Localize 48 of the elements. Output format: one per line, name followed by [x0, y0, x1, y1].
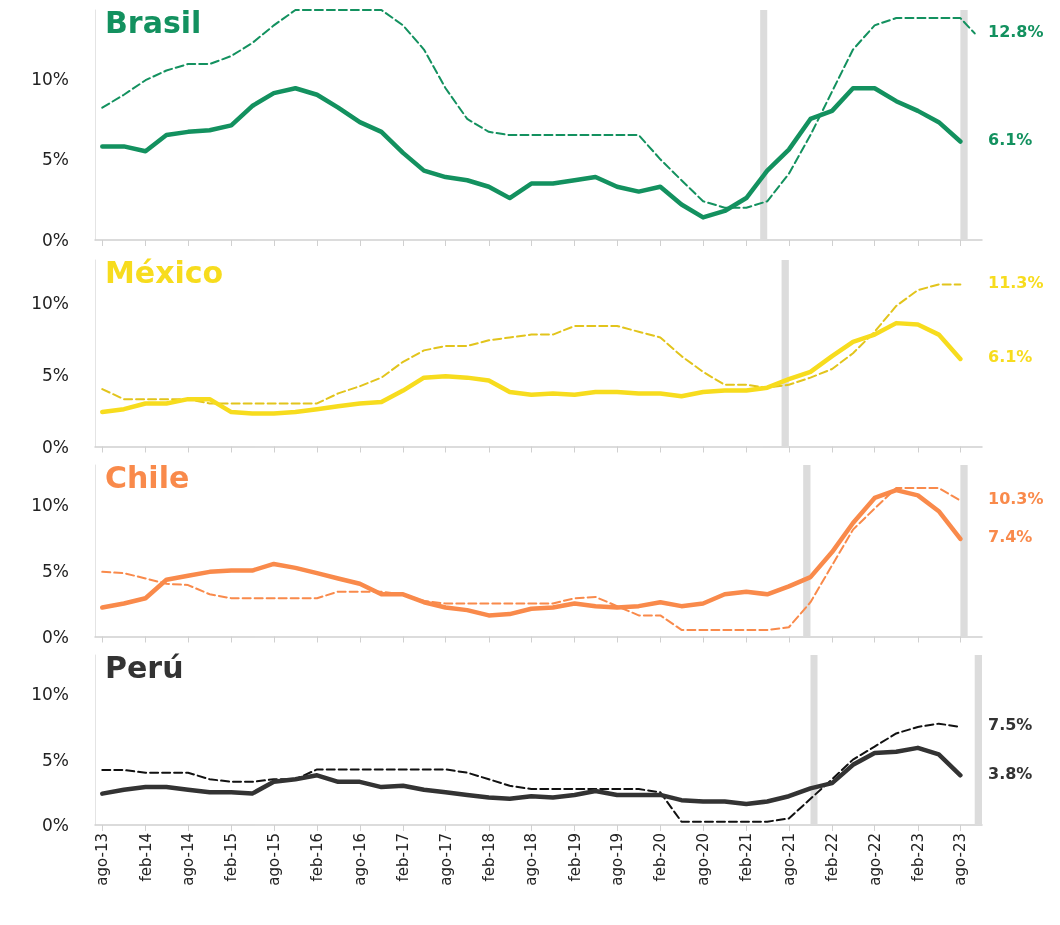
- y-tick-label: 10%: [31, 684, 69, 705]
- x-tick-label: feb-18: [479, 833, 498, 882]
- annotation: 11.3%: [988, 272, 1044, 292]
- x-tick-label: feb-21: [737, 833, 756, 882]
- x-tick-label: ago-18: [522, 833, 541, 886]
- annotation: 7.5%: [988, 715, 1033, 735]
- annotation: 3.8%: [988, 763, 1033, 783]
- x-tick-label: feb-19: [565, 833, 584, 882]
- x-tick-label: feb-23: [908, 833, 927, 882]
- x-tick-label: feb-15: [222, 833, 241, 882]
- annotation: 6.1%: [988, 347, 1033, 367]
- y-tick-label: 10%: [31, 293, 69, 314]
- y-tick-label: 0%: [42, 436, 69, 457]
- y-tick-label: 5%: [42, 149, 69, 170]
- annotation: 12.8%: [988, 21, 1044, 41]
- y-tick-label: 0%: [42, 626, 69, 647]
- y-tick-label: 0%: [42, 230, 69, 250]
- y-tick-label: 5%: [42, 749, 69, 770]
- x-tick-label: feb-17: [394, 833, 413, 882]
- chart-title: Brasil: [105, 4, 202, 40]
- line-series: [100, 320, 963, 416]
- x-tick-label: ago-14: [179, 833, 198, 886]
- line-series: [101, 283, 962, 405]
- x-tick-label: ago-22: [865, 833, 884, 886]
- x-tick-label: ago-23: [951, 833, 970, 886]
- chart-title: México: [105, 254, 224, 290]
- x-tick-label: ago-17: [436, 833, 455, 886]
- x-tick-label: ago-20: [694, 833, 713, 886]
- y-tick-label: 0%: [42, 815, 69, 835]
- x-tick-label: feb-14: [136, 833, 155, 882]
- x-tick-label: ago-15: [264, 833, 283, 886]
- y-tick-label: 5%: [42, 364, 69, 385]
- y-tick-label: 10%: [31, 494, 69, 515]
- line-series: [100, 745, 963, 807]
- x-tick-label: ago-21: [779, 833, 798, 886]
- x-tick-label: ago-16: [350, 833, 369, 886]
- y-tick-label: 5%: [42, 560, 69, 581]
- chart-title: Chile: [105, 459, 190, 495]
- chart-title: Perú: [105, 649, 184, 685]
- y-tick-label: 10%: [31, 68, 69, 89]
- x-tick-label: feb-20: [651, 833, 670, 882]
- x-tick-label: feb-22: [823, 833, 842, 882]
- x-tick-label: feb-16: [308, 833, 327, 882]
- x-tick-label: ago-13: [93, 833, 112, 886]
- annotation: 7.4%: [988, 527, 1033, 547]
- x-tick-label: ago-19: [608, 833, 627, 886]
- annotation: 6.1%: [988, 130, 1033, 150]
- annotation: 10.3%: [988, 489, 1044, 509]
